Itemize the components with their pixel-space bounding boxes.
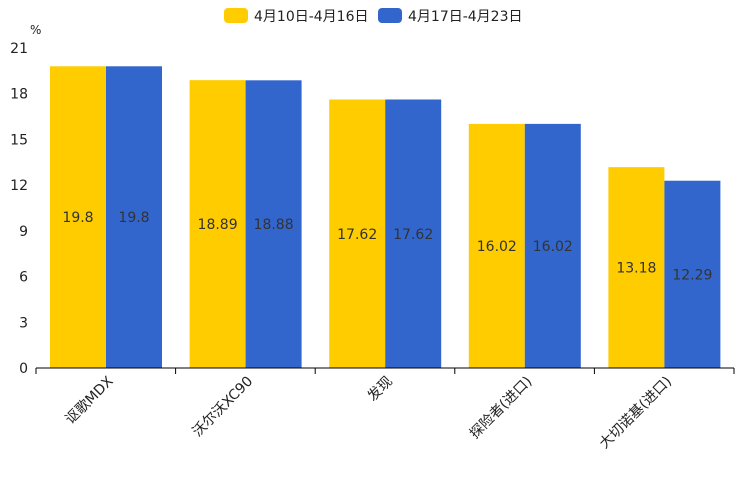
bar-series1-cat4 xyxy=(468,123,525,368)
legend: 4月10日-4月16日 4月17日-4月23日 xyxy=(224,8,523,25)
y-tick-label: 0 xyxy=(19,361,28,377)
legend-swatch-2 xyxy=(378,8,402,23)
bar-series2-cat3 xyxy=(385,99,442,368)
data-label-series1-cat3: 17.62 xyxy=(337,227,377,243)
x-category-label-5: 大切诺基(进口) xyxy=(596,373,675,452)
data-labels: 19.8 19.8 18.89 18.88 17.62 17.62 16.02 16.02 13… xyxy=(62,210,712,283)
data-label-series1-cat2: 18.89 xyxy=(198,217,238,233)
legend-label-1: 4月10日-4月16日 xyxy=(254,9,369,25)
legend-label-2: 4月17日-4月23日 xyxy=(408,9,523,25)
y-tick-label: 15 xyxy=(10,132,28,148)
x-axis: 讴歌MDX 沃尔沃XC90 发现 探险者(进口) 大切诺基(进口) xyxy=(35,367,735,452)
legend-swatch-1 xyxy=(224,8,248,23)
bar-series2-cat4 xyxy=(524,123,581,368)
bar-series2-cat1 xyxy=(106,66,162,369)
bar-series1-cat5 xyxy=(608,167,665,368)
data-label-series2-cat1: 19.8 xyxy=(118,210,149,226)
data-label-series2-cat5: 12.29 xyxy=(672,267,712,283)
bar-series2-cat2 xyxy=(245,80,302,369)
y-tick-label: 21 xyxy=(10,41,28,57)
x-category-label-1: 讴歌MDX xyxy=(63,373,117,427)
y-tick-label: 3 xyxy=(19,315,28,331)
data-label-series1-cat4: 16.02 xyxy=(477,239,517,255)
data-label-series1-cat5: 13.18 xyxy=(616,261,656,277)
data-label-series1-cat1: 19.8 xyxy=(62,210,93,226)
bar-series2-cat5 xyxy=(664,180,721,368)
bar-series1-cat2 xyxy=(189,80,246,369)
x-category-label-4: 探险者(进口) xyxy=(467,374,536,443)
data-label-series2-cat3: 17.62 xyxy=(393,227,433,243)
data-label-series2-cat4: 16.02 xyxy=(533,239,573,255)
y-axis-ticks: 0 3 6 9 12 15 18 21 xyxy=(10,41,28,377)
y-axis-unit: % xyxy=(30,23,41,37)
x-category-label-3: 发现 xyxy=(365,374,396,405)
y-tick-label: 18 xyxy=(10,87,28,103)
y-tick-label: 9 xyxy=(19,224,28,240)
bar-series1-cat1 xyxy=(50,66,106,369)
data-label-series2-cat2: 18.88 xyxy=(254,217,294,233)
y-tick-label: 12 xyxy=(10,178,28,194)
bars xyxy=(50,66,721,369)
y-tick-label: 6 xyxy=(19,270,28,286)
x-category-label-2: 沃尔沃XC90 xyxy=(190,374,257,441)
bar-series1-cat3 xyxy=(329,99,386,368)
